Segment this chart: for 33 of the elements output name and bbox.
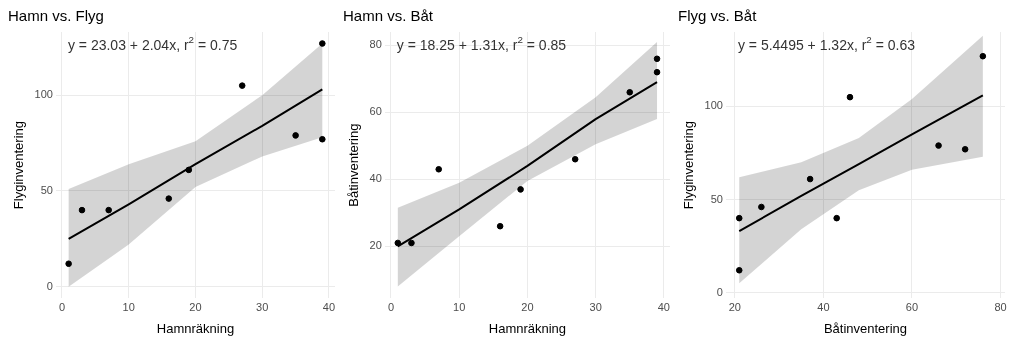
x-tick-label: 40 xyxy=(657,300,670,313)
y-tick-label: 40 xyxy=(369,172,382,185)
x-tick-label: 10 xyxy=(453,300,466,313)
y-tick-label: 20 xyxy=(369,239,382,252)
y-tick-label: 0 xyxy=(46,279,53,292)
x-tick-label: 60 xyxy=(905,300,919,313)
y-axis-title: Flyginventering xyxy=(11,121,27,210)
y-tick-label: 50 xyxy=(40,183,53,196)
x-tick-label: 40 xyxy=(322,300,336,313)
x-tick-label: 0 xyxy=(58,300,66,313)
x-tick-label: 30 xyxy=(256,300,269,313)
y-tick-label: 100 xyxy=(34,88,53,101)
x-axis-title: Hamnräkning xyxy=(488,320,567,336)
y-axis-title: Båtinventering xyxy=(346,123,362,207)
x-axis-title: Båtinventering xyxy=(823,320,908,336)
x-tick-label: 10 xyxy=(122,300,135,313)
chart-title: Hamn vs. Flyg xyxy=(8,7,104,25)
x-tick-label: 0 xyxy=(387,300,395,313)
y-axis-title: Flyginventering xyxy=(681,121,697,210)
x-tick-label: 30 xyxy=(589,300,602,313)
y-tick-label: 80 xyxy=(369,38,382,51)
x-axis-title: Hamnräkning xyxy=(156,320,235,336)
x-tick-label: 80 xyxy=(994,300,1007,313)
x-tick-label: 20 xyxy=(189,300,202,313)
y-tick-label: 50 xyxy=(710,192,723,205)
chart-title: Hamn vs. Båt xyxy=(343,7,434,25)
chart-title: Flyg vs. Båt xyxy=(678,7,758,25)
y-tick-label: 0 xyxy=(716,285,723,298)
x-tick-label: 40 xyxy=(817,300,830,313)
y-tick-label: 100 xyxy=(704,99,723,112)
x-tick-label: 20 xyxy=(521,300,534,313)
y-tick-label: 60 xyxy=(369,105,382,118)
x-tick-label: 20 xyxy=(728,300,741,313)
